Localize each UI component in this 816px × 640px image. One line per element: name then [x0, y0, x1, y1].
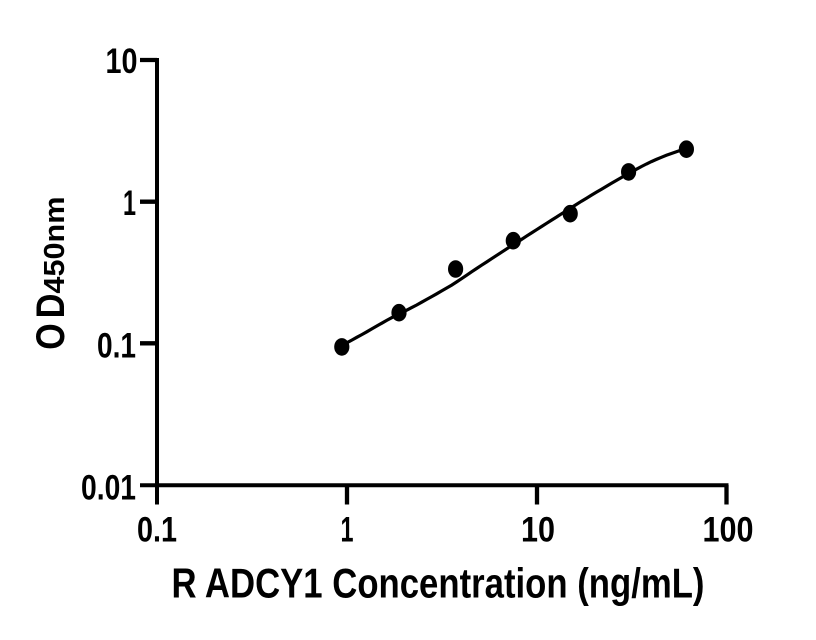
svg-text:1: 1: [123, 184, 136, 223]
svg-text:10: 10: [521, 510, 555, 549]
svg-text:1: 1: [341, 510, 354, 549]
svg-text:10: 10: [106, 42, 138, 81]
svg-text:R ADCY1 Concentration (ng/mL): R ADCY1 Concentration (ng/mL): [172, 560, 705, 607]
svg-text:0.01: 0.01: [81, 469, 136, 508]
svg-text:OD450nm: OD450nm: [29, 197, 73, 350]
svg-text:0.1: 0.1: [137, 510, 177, 549]
svg-text:100: 100: [703, 510, 754, 549]
svg-text:0.1: 0.1: [97, 326, 136, 365]
